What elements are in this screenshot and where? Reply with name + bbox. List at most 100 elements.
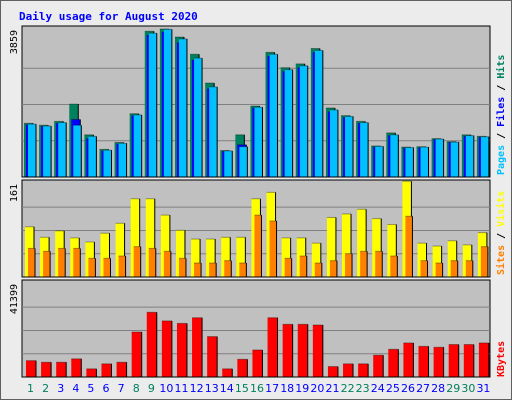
x-tick-label-29: 29 [446, 382, 460, 395]
bar-pages-19 [299, 65, 309, 178]
bar-sites-21 [329, 260, 338, 278]
bar-sites-23 [360, 250, 368, 278]
bar-kbytes-2 [41, 361, 52, 378]
x-tick-label-11: 11 [175, 382, 189, 395]
bar-pages-24 [375, 145, 384, 178]
bar-kbytes-8 [131, 331, 143, 378]
bar-pages-20 [314, 49, 324, 178]
bar-kbytes-17 [267, 317, 279, 378]
bar-pages-30 [465, 135, 475, 178]
bar-sites-18 [284, 257, 293, 278]
bar-kbytes-7 [116, 361, 128, 378]
bar-sites-3 [58, 247, 66, 278]
bar-kbytes-12 [192, 317, 203, 378]
bar-kbytes-25 [388, 348, 399, 378]
bar-pages-15 [239, 146, 248, 178]
bar-kbytes-23 [358, 363, 369, 378]
bar-sites-1 [28, 247, 36, 278]
bar-kbytes-14 [222, 368, 233, 378]
bar-pages-25 [390, 134, 399, 178]
bar-kbytes-9 [146, 311, 158, 378]
legend-pages: Pages [496, 145, 507, 175]
bar-sites-28 [435, 262, 444, 278]
bar-kbytes-5 [86, 368, 97, 378]
bar-kbytes-29 [448, 344, 460, 378]
bar-kbytes-27 [418, 345, 430, 378]
bar-sites-8 [133, 246, 142, 278]
bar-sites-25 [390, 255, 398, 278]
bar-pages-6 [103, 149, 112, 178]
bar-sites-24 [375, 250, 383, 278]
bar-sites-20 [314, 262, 323, 278]
bar-pages-27 [420, 146, 430, 178]
legend-hits-files-pages: Pages / Files / Hits [495, 55, 507, 175]
bar-kbytes-24 [373, 354, 384, 378]
bar-kbytes-30 [463, 344, 475, 378]
x-tick-label-17: 17 [265, 382, 279, 395]
bar-sites-26 [405, 215, 413, 278]
legend-kbytes: KBytes [496, 341, 507, 377]
bar-sites-15 [239, 262, 247, 278]
x-tick-label-10: 10 [159, 382, 173, 395]
bar-pages-13 [209, 86, 218, 178]
bar-pages-10 [163, 28, 173, 178]
bar-pages-23 [360, 122, 369, 178]
bar-sites-22 [345, 253, 353, 278]
bar-kbytes-31 [478, 342, 490, 378]
bar-pages-2 [43, 125, 52, 178]
bar-sites-30 [465, 260, 474, 278]
x-tick-label-21: 21 [325, 382, 339, 395]
x-tick-label-20: 20 [310, 382, 324, 395]
bar-pages-29 [450, 141, 460, 178]
bar-kbytes-28 [433, 346, 445, 378]
bar-pages-22 [345, 115, 354, 178]
bar-kbytes-3 [56, 361, 67, 378]
bar-sites-11 [178, 257, 187, 278]
bar-kbytes-19 [297, 323, 309, 378]
legend-visits: Visits [495, 191, 507, 227]
y-max-label-hits-files-pages: 3859 [9, 30, 20, 54]
bar-pages-9 [148, 32, 158, 178]
x-tick-label-28: 28 [431, 382, 445, 395]
x-tick-label-24: 24 [371, 382, 385, 395]
legend-sep: / [496, 227, 507, 245]
x-tick-label-2: 2 [42, 382, 49, 395]
bar-sites-5 [88, 257, 96, 278]
bar-pages-16 [254, 106, 263, 178]
bar-sites-10 [163, 250, 172, 278]
bar-kbytes-20 [312, 324, 324, 378]
x-tick-label-23: 23 [356, 382, 370, 395]
bar-kbytes-21 [327, 366, 339, 378]
bar-kbytes-18 [282, 323, 294, 378]
chart-title: Daily usage for August 2020 [19, 10, 198, 23]
x-tick-label-15: 15 [235, 382, 249, 395]
x-tick-label-25: 25 [386, 382, 400, 395]
x-tick-label-22: 22 [341, 382, 355, 395]
bar-sites-27 [420, 260, 429, 278]
bar-kbytes-1 [26, 360, 37, 378]
y-max-label-kbytes: 41399 [9, 284, 20, 314]
bar-sites-29 [450, 260, 459, 278]
bar-pages-12 [194, 57, 203, 178]
bar-sites-19 [299, 255, 308, 278]
bar-pages-21 [329, 109, 339, 178]
bar-pages-8 [133, 114, 143, 178]
bar-pages-31 [480, 136, 490, 178]
x-tick-label-1: 1 [27, 382, 34, 395]
bar-pages-4 [73, 124, 82, 178]
bar-sites-31 [480, 246, 489, 278]
bar-kbytes-6 [101, 363, 112, 378]
bar-pages-14 [224, 150, 233, 178]
bar-pages-1 [28, 123, 37, 178]
legend-sites: Sites [495, 245, 507, 275]
bar-sites-14 [224, 260, 232, 278]
legend-sep: / [496, 79, 507, 97]
bar-pages-5 [88, 135, 97, 178]
legend-files: Files [495, 97, 507, 127]
x-tick-label-7: 7 [118, 382, 125, 395]
bar-pages-18 [284, 69, 294, 178]
x-tick-label-26: 26 [401, 382, 415, 395]
x-tick-label-9: 9 [148, 382, 155, 395]
x-tick-label-19: 19 [295, 382, 309, 395]
